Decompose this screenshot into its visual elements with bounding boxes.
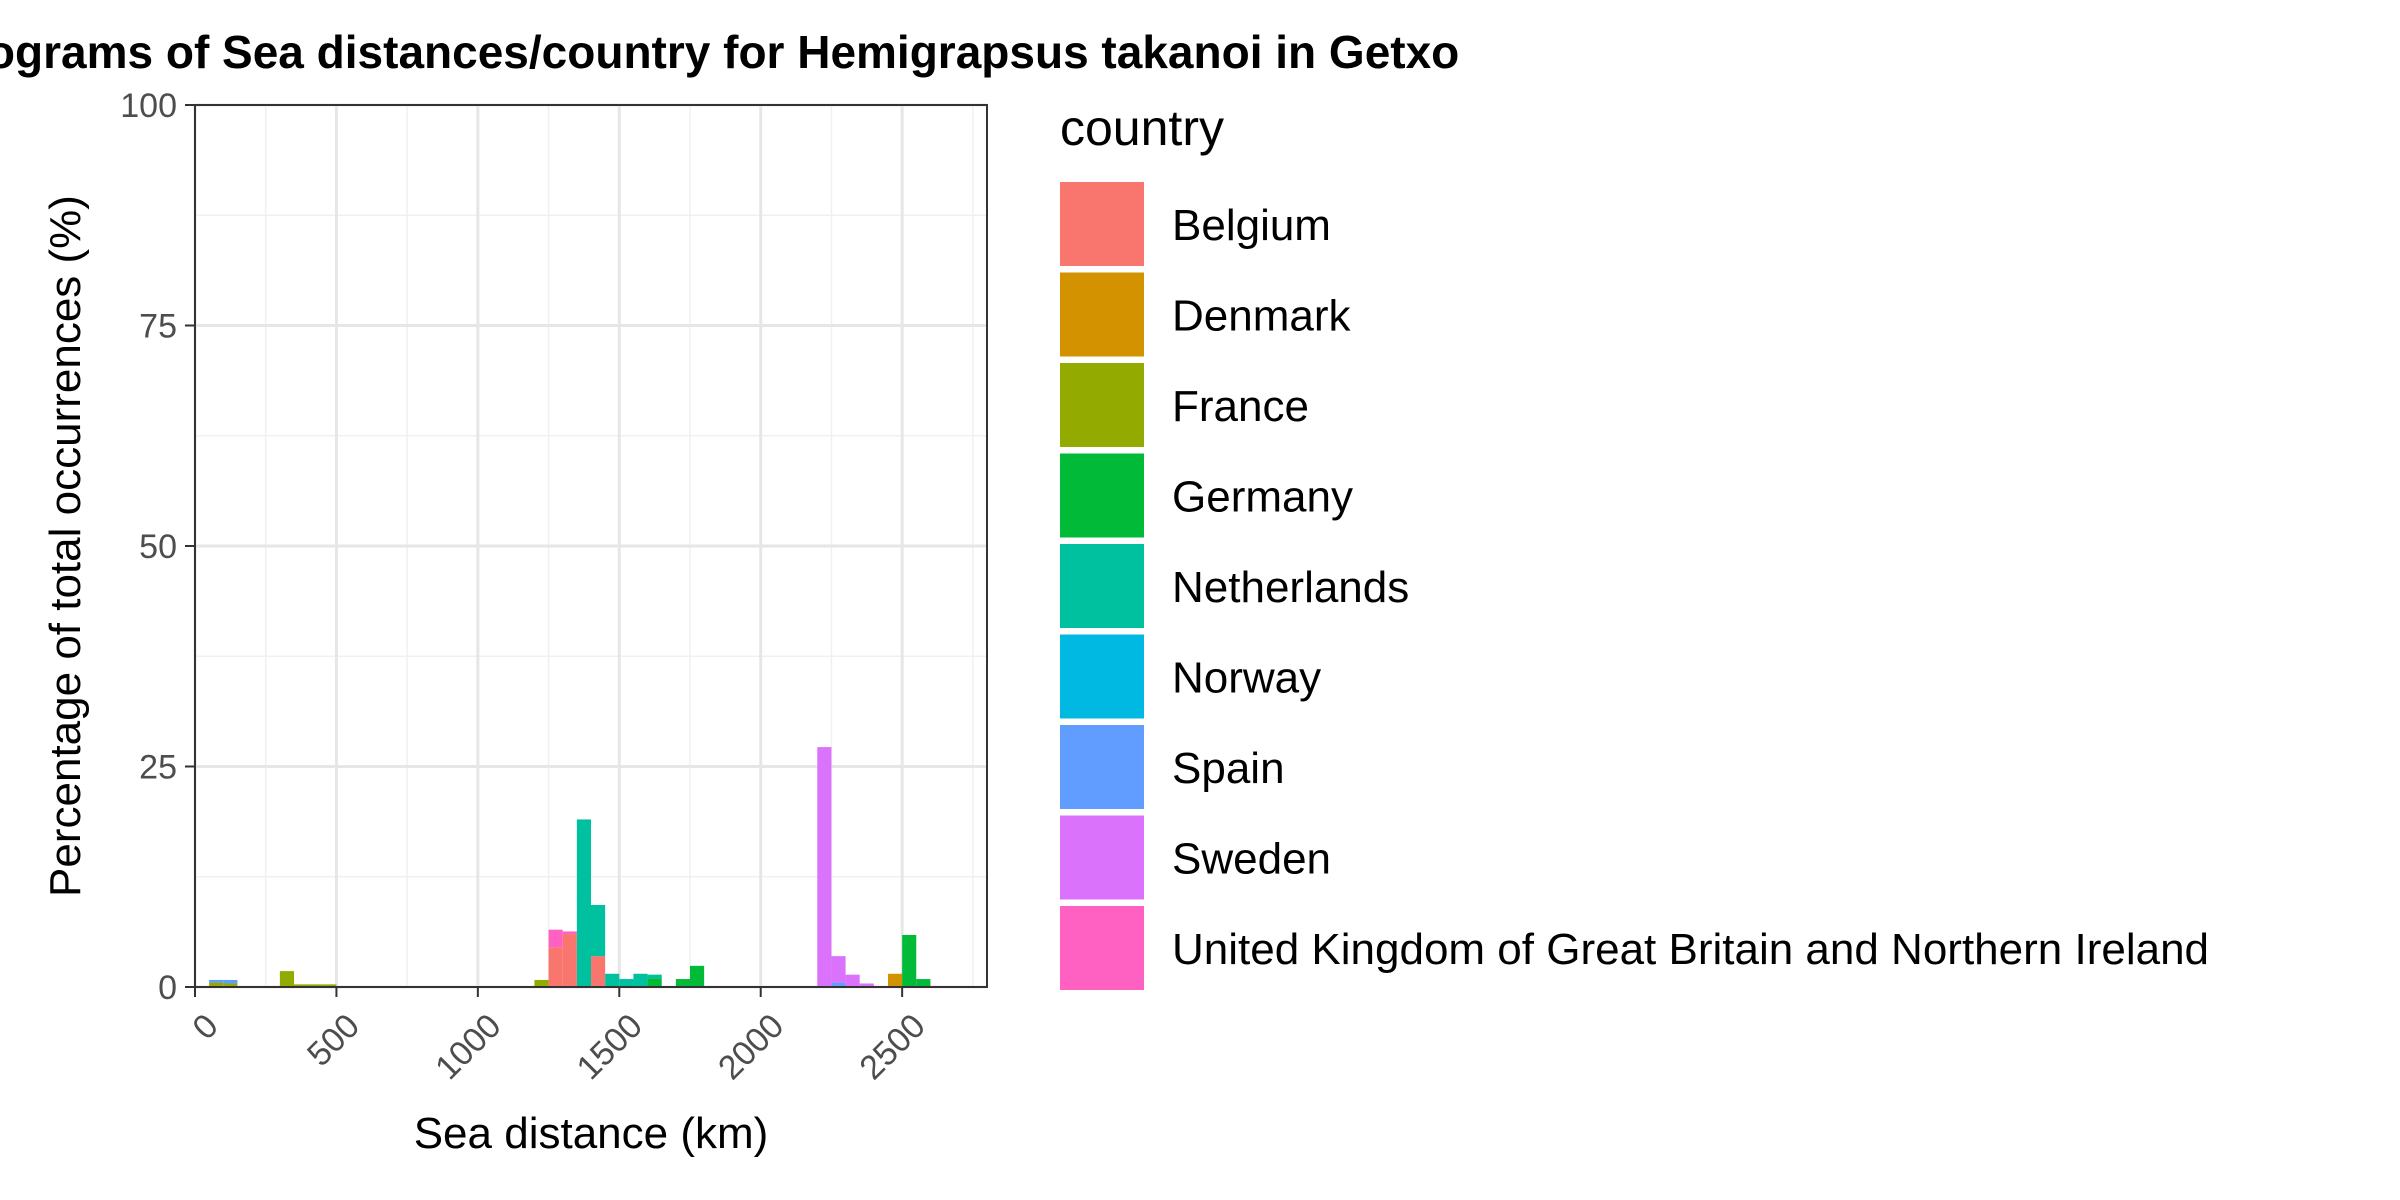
bar-germany	[916, 979, 931, 987]
legend-label: Spain	[1172, 744, 1285, 793]
bar-sweden	[845, 974, 860, 987]
y-tick-label: 25	[139, 749, 177, 787]
legend-key	[1060, 453, 1144, 538]
bar-netherlands	[619, 979, 634, 987]
bar-germany	[675, 979, 690, 987]
bar-sweden	[831, 956, 846, 983]
bar-germany	[690, 965, 705, 987]
legend-label: Norway	[1172, 654, 1321, 703]
y-tick-label: 75	[139, 308, 177, 346]
bar-france	[294, 984, 309, 987]
bar-netherlands	[576, 819, 591, 987]
bar-belgium	[548, 947, 563, 987]
legend-label: Netherlands	[1172, 563, 1409, 612]
bar-belgium	[562, 934, 577, 987]
legend-key	[1060, 272, 1144, 357]
legend-items: Belgium Denmark France Germany Netherlands No…	[1060, 182, 2209, 990]
y-axis-title: Percentage of total occurrences (%)	[41, 195, 90, 897]
x-axis-title: Sea distance (km)	[414, 1109, 769, 1158]
chart-title: Histograms of Sea distances/country for …	[0, 26, 1459, 78]
legend-label: Sweden	[1172, 835, 1331, 884]
legend-title: country	[1060, 100, 1224, 156]
bar-france	[209, 982, 224, 987]
bar-netherlands	[605, 973, 620, 987]
bar-france	[279, 971, 294, 987]
bar-united-kingdom-of-great-britain-and-northern-ireland	[548, 929, 563, 948]
bar-spain	[223, 979, 238, 984]
bar-netherlands	[647, 974, 662, 979]
bar-france	[322, 984, 337, 987]
legend-label: France	[1172, 382, 1309, 431]
bar-netherlands	[591, 904, 606, 957]
bar-netherlands	[633, 973, 648, 987]
bar-spain	[831, 982, 846, 987]
legend-label: United Kingdom of Great Britain and Nort…	[1172, 925, 2209, 974]
legend-key	[1060, 725, 1144, 809]
bar-denmark	[888, 973, 903, 987]
y-tick-label: 100	[120, 87, 177, 125]
legend-key	[1060, 182, 1144, 266]
y-tick-label: 50	[139, 528, 177, 566]
legend-key	[1060, 634, 1144, 719]
legend-label: Germany	[1172, 473, 1353, 522]
legend-key	[1060, 906, 1144, 990]
bar-layer	[209, 747, 931, 987]
bar-belgium	[591, 956, 606, 987]
legend-key	[1060, 544, 1144, 628]
legend-label: Belgium	[1172, 201, 1331, 250]
bar-france	[534, 979, 549, 987]
bar-spain	[209, 979, 224, 983]
bar-germany	[902, 934, 917, 987]
bar-germany	[647, 978, 662, 987]
legend-key	[1060, 815, 1144, 900]
bar-france	[308, 984, 323, 987]
bar-united-kingdom-of-great-britain-and-northern-ireland	[562, 931, 577, 935]
bar-sweden	[859, 983, 874, 987]
legend-label: Denmark	[1172, 292, 1351, 341]
bar-sweden	[817, 747, 832, 987]
y-tick-label: 0	[158, 969, 177, 1007]
legend-key	[1060, 363, 1144, 447]
bar-france	[223, 983, 238, 987]
legend: country Belgium Denmark France Germany Nethe…	[1060, 100, 2209, 990]
